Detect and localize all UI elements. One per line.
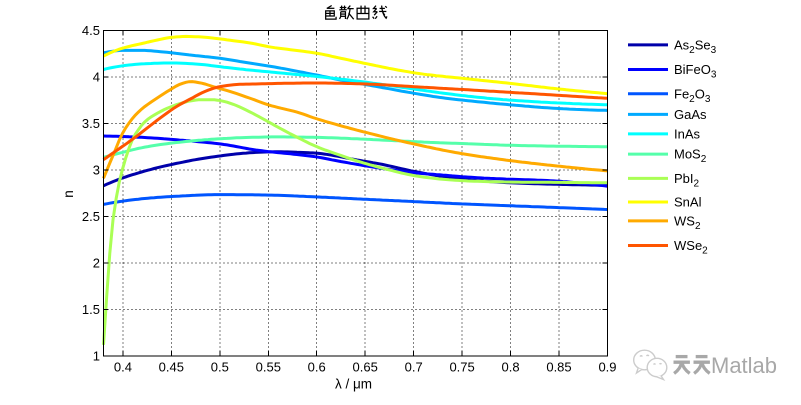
svg-text:0.4: 0.4 [114, 360, 132, 375]
svg-text:As2Se3: As2Se3 [674, 38, 717, 57]
svg-text:3.5: 3.5 [82, 116, 100, 131]
svg-text:0.5: 0.5 [211, 360, 229, 375]
svg-text:0.6: 0.6 [308, 360, 326, 375]
svg-text:0.7: 0.7 [405, 360, 423, 375]
svg-text:Matlab: Matlab [711, 353, 777, 378]
svg-text:4.5: 4.5 [82, 23, 100, 38]
svg-text:Fe2O3: Fe2O3 [674, 86, 711, 105]
svg-text:2: 2 [93, 256, 100, 271]
svg-text:1: 1 [93, 349, 100, 364]
svg-text:4: 4 [93, 69, 100, 84]
svg-text:WSe2: WSe2 [674, 238, 708, 257]
svg-text:0.9: 0.9 [598, 360, 616, 375]
svg-text:0.45: 0.45 [159, 360, 184, 375]
svg-text:MoS2: MoS2 [674, 147, 707, 166]
svg-text:0.75: 0.75 [449, 360, 474, 375]
svg-text:0.85: 0.85 [546, 360, 571, 375]
svg-text:1.5: 1.5 [82, 302, 100, 317]
svg-text:2.5: 2.5 [82, 209, 100, 224]
svg-text:0.8: 0.8 [502, 360, 520, 375]
svg-text:WS2: WS2 [674, 214, 701, 233]
svg-text:GaAs: GaAs [674, 107, 707, 122]
svg-text:n: n [61, 190, 76, 198]
svg-text:0.65: 0.65 [353, 360, 378, 375]
svg-text:SnAl: SnAl [674, 195, 702, 210]
svg-text:BiFeO3: BiFeO3 [674, 62, 717, 81]
svg-text:λ / μm: λ / μm [335, 377, 372, 392]
svg-text:3: 3 [93, 162, 100, 177]
svg-text:InAs: InAs [674, 127, 701, 142]
svg-text:Matlab: Matlab [713, 355, 779, 380]
svg-text:PbI2: PbI2 [674, 171, 700, 190]
svg-text:0.55: 0.55 [256, 360, 281, 375]
